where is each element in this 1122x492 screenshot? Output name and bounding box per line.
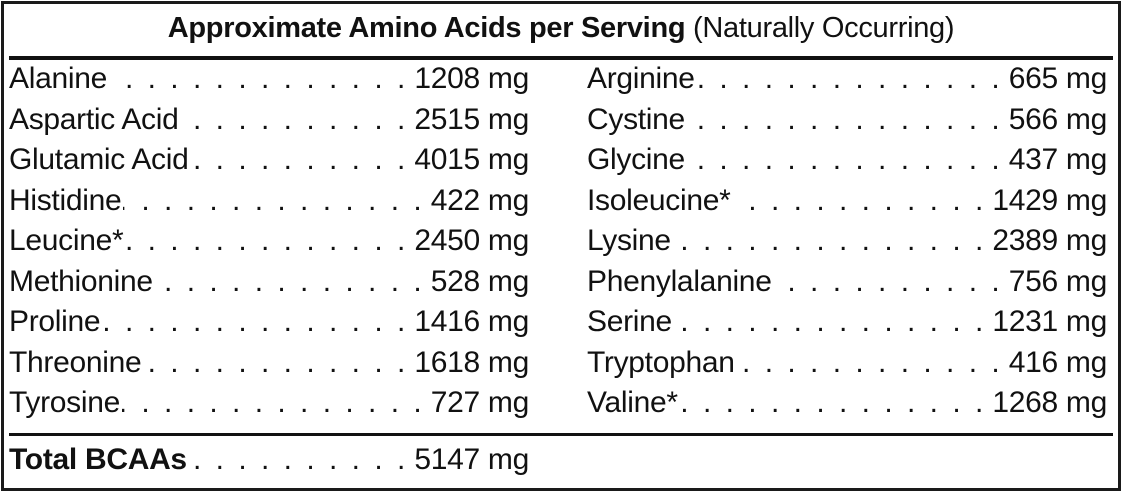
amino-acid-amount: 566 mg: [1008, 102, 1108, 136]
amino-acid-row: Alanine 1208 mg: [9, 62, 529, 103]
amino-acid-name: Cystine: [587, 102, 685, 136]
amino-acid-amount: 756 mg: [1008, 264, 1108, 298]
amino-acid-row: Methionine 528 mg: [9, 265, 529, 306]
amino-acid-row: Aspartic Acid 2515 mg: [9, 103, 529, 144]
amino-acid-row: Serine 1231 mg: [587, 305, 1107, 346]
amino-acid-row: Histidine 422 mg: [9, 184, 529, 225]
amino-acid-amount: 727 mg: [430, 386, 530, 419]
left-column: Alanine 1208 mg Aspartic Acid 2515 mg Glutam…: [9, 62, 529, 427]
total-divider: [9, 433, 1113, 436]
amino-acid-name: Phenylalanine: [587, 264, 772, 298]
amino-acid-row: Threonine 1618 mg: [9, 346, 529, 387]
dot-leader: [732, 184, 986, 218]
amino-acid-amount: 1231 mg: [992, 305, 1107, 338]
dot-leader: [102, 305, 408, 339]
dot-leader: [122, 386, 425, 420]
amino-acid-amount: 528 mg: [430, 264, 530, 298]
amino-acid-name: Leucine*: [9, 224, 124, 257]
amino-acid-amount: 1416 mg: [414, 305, 529, 338]
amino-acid-row: Cystine 566 mg: [587, 103, 1107, 144]
amino-acid-name: Arginine: [587, 62, 695, 95]
amino-acid-amount: 416 mg: [1008, 345, 1108, 379]
dot-leader: [674, 305, 986, 339]
dot-leader: [687, 103, 1003, 137]
amino-acid-name: Valine*: [587, 386, 678, 419]
dot-leader: [774, 265, 1003, 299]
dot-leader: [697, 62, 1003, 96]
amino-acid-amount: 422 mg: [430, 183, 530, 217]
amino-acid-row: Isoleucine* 1429 mg: [587, 184, 1107, 225]
amino-acid-name: Threonine: [9, 345, 142, 379]
dot-leader: [673, 224, 987, 258]
dot-leader: [109, 62, 408, 96]
amino-acid-row: Glycine 437 mg: [587, 143, 1107, 184]
right-column: Arginine 665 mg Cystine 566 mg Glycine 437 mg…: [587, 62, 1107, 427]
amino-acid-name: Serine: [587, 305, 672, 338]
amino-acid-amount: 665 mg: [1008, 62, 1108, 95]
amino-acid-name: Proline: [9, 305, 101, 338]
amino-acid-row: Leucine* 2450 mg: [9, 224, 529, 265]
dot-leader: [123, 184, 424, 218]
dot-leader: [189, 443, 409, 477]
amino-acid-amount: 1429 mg: [992, 183, 1107, 217]
amino-acid-amount: 1268 mg: [992, 386, 1107, 419]
amino-acid-row: Valine* 1268 mg: [587, 386, 1107, 427]
amino-acid-name: Lysine: [587, 224, 671, 257]
dot-leader: [680, 386, 987, 420]
dot-leader: [181, 103, 409, 137]
title-divider: [9, 56, 1113, 60]
amino-acid-name: Histidine: [9, 183, 122, 217]
total-value: 5147 mg: [414, 443, 529, 476]
dot-leader: [125, 224, 408, 258]
amino-acid-row: Proline 1416 mg: [9, 305, 529, 346]
dot-leader: [737, 346, 1003, 380]
amino-acid-name: Tryptophan: [587, 345, 735, 379]
amino-acid-name: Isoleucine*: [587, 183, 731, 217]
amino-acid-amount: 2515 mg: [414, 102, 529, 136]
amino-acid-amount: 2450 mg: [414, 224, 529, 257]
amino-acid-name: Tyrosine: [9, 386, 120, 419]
amino-acid-row: Arginine 665 mg: [587, 62, 1107, 103]
amino-acid-name: Alanine: [9, 62, 107, 95]
dot-leader: [191, 143, 409, 177]
title-bold: Approximate Amino Acids per Serving: [167, 12, 686, 44]
dot-leader: [687, 143, 1003, 177]
total-bcaas-row: Total BCAAs 5147 mg: [9, 443, 529, 484]
amino-acid-name: Glutamic Acid: [9, 143, 189, 176]
title-subtitle: (Naturally Occurring): [693, 12, 955, 44]
total-label: Total BCAAs: [9, 443, 187, 476]
amino-acid-amount: 1208 mg: [414, 62, 529, 95]
dot-leader: [143, 346, 408, 380]
amino-acid-amount: 4015 mg: [414, 143, 529, 176]
amino-acid-row: Glutamic Acid 4015 mg: [9, 143, 529, 184]
amino-acid-row: Lysine 2389 mg: [587, 224, 1107, 265]
amino-acid-row: Tryptophan 416 mg: [587, 346, 1107, 387]
amino-acid-name: Aspartic Acid: [9, 102, 179, 136]
amino-acid-name: Methionine: [9, 264, 153, 298]
panel-title: Approximate Amino Acids per Serving (Nat…: [4, 12, 1118, 45]
amino-acid-amount: 437 mg: [1008, 143, 1108, 176]
dot-leader: [155, 265, 425, 299]
amino-acid-amount: 1618 mg: [414, 345, 529, 379]
amino-acid-row: Tyrosine 727 mg: [9, 386, 529, 427]
amino-acid-row: Phenylalanine 756 mg: [587, 265, 1107, 306]
amino-acid-amount: 2389 mg: [992, 224, 1107, 257]
amino-acid-name: Glycine: [587, 143, 685, 176]
